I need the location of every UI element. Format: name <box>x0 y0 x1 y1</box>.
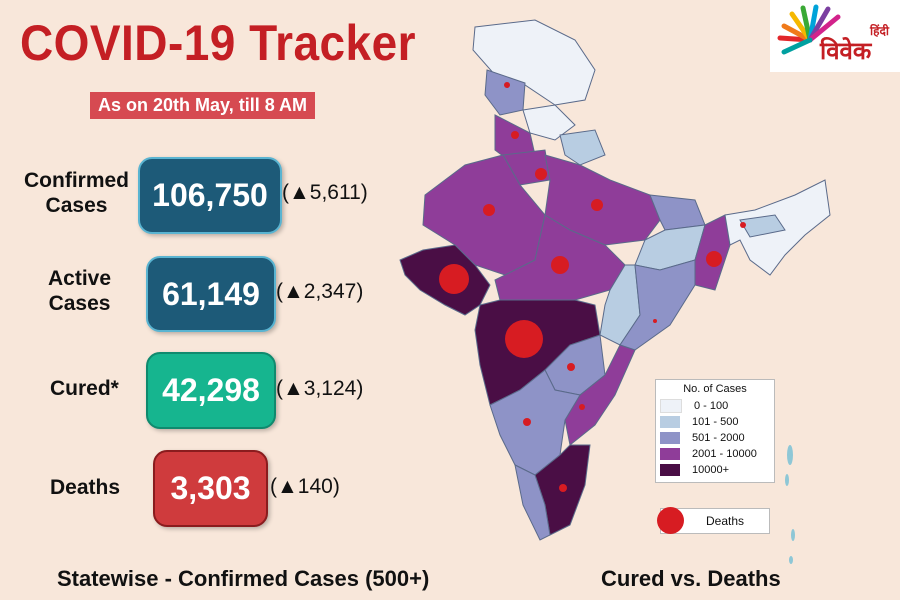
death-bubble-karnataka <box>523 418 531 426</box>
legend-swatch <box>660 432 680 444</box>
legend-swatch <box>660 464 680 476</box>
legend-item: 2001 - 10000 <box>656 446 774 462</box>
legend-label: 101 - 500 <box>692 416 739 428</box>
confirmed-value-box: 106,750 <box>138 157 282 234</box>
legend-title: No. of Cases <box>683 383 747 395</box>
cured-label: Cured* <box>50 377 119 400</box>
footer-right-caption: Cured vs. Deaths <box>601 566 781 591</box>
death-bubble-odisha <box>653 319 657 323</box>
legend-label: 0 - 100 <box>694 400 729 412</box>
legend-swatch <box>660 416 680 428</box>
confirmed-label-line2: Cases <box>45 194 108 217</box>
death-bubble-assam <box>740 222 746 228</box>
region-kerala <box>514 464 551 541</box>
confirmed-delta: (▲5,611) <box>282 181 368 204</box>
footer-left-caption: Statewise - Confirmed Cases (500+) <box>57 566 430 591</box>
death-bubble-rajasthan <box>483 204 495 216</box>
logo-hindi-main: विवेक <box>820 38 872 65</box>
deaths-legend-label: Deaths <box>706 514 745 528</box>
death-bubble-mp <box>551 256 569 274</box>
region-jk <box>484 69 526 116</box>
death-bubble-bengal <box>706 251 722 267</box>
active-delta: (▲2,347) <box>276 280 364 303</box>
andaman-islands <box>785 445 795 564</box>
deaths-label: Deaths <box>50 476 121 499</box>
cases-legend: No. of Cases 0 - 100 101 - 500 501 - 200… <box>655 379 775 483</box>
region-assam <box>739 214 786 238</box>
cured-delta: (▲3,124) <box>276 377 364 400</box>
date-subtitle: As on 20th May, till 8 AM <box>90 92 316 119</box>
deaths-legend: Deaths <box>657 507 770 534</box>
death-bubble-tamilnadu <box>559 484 567 492</box>
legend-label: 2001 - 10000 <box>692 448 757 460</box>
confirmed-label: Confirmed Cases <box>24 168 129 218</box>
death-bubble-andhra <box>579 404 585 410</box>
page-title: COVID-19 Tracker <box>20 15 417 71</box>
hindi-vivek-logo: हिंदी विवेक <box>770 0 900 72</box>
region-north-light <box>472 19 596 106</box>
legend-swatch <box>660 399 682 413</box>
region-karnataka <box>489 369 581 476</box>
region-bihar <box>649 194 706 231</box>
legend-item: 10000+ <box>656 462 774 478</box>
legend-label: 501 - 2000 <box>692 432 745 444</box>
death-bubble-jk <box>504 82 510 88</box>
confirmed-label-line1: Confirmed <box>24 169 129 192</box>
active-label-line2: Cases <box>48 292 111 315</box>
deaths-delta: (▲140) <box>270 475 340 498</box>
death-bubble-delhi <box>535 168 547 180</box>
active-value-box: 61,149 <box>146 256 276 332</box>
active-label: Active Cases <box>48 266 111 316</box>
india-choropleth-map <box>399 19 831 564</box>
legend-item: 101 - 500 <box>656 414 774 430</box>
legend-item: 501 - 2000 <box>656 430 774 446</box>
death-bubble-telangana <box>567 363 575 371</box>
death-bubble-gujarat <box>439 264 469 294</box>
deaths-bubbles <box>439 82 746 492</box>
legend-item: 0 - 100 <box>656 398 774 414</box>
region-odisha <box>619 259 696 351</box>
death-bubble-punjab <box>511 131 519 139</box>
deaths-dot-icon <box>657 507 684 534</box>
region-hp <box>522 104 576 141</box>
death-bubble-up <box>591 199 603 211</box>
cured-value-box: 42,298 <box>146 352 276 429</box>
active-label-line1: Active <box>48 267 112 290</box>
death-bubble-maharashtra <box>505 320 543 358</box>
deaths-value-box: 3,303 <box>153 450 268 527</box>
legend-label: 10000+ <box>692 464 730 476</box>
region-uk <box>559 129 606 166</box>
legend-swatch <box>660 448 680 460</box>
logo-hindi-top: हिंदी <box>870 24 889 38</box>
region-andhra <box>564 344 636 446</box>
logo-rays-icon <box>777 4 841 55</box>
